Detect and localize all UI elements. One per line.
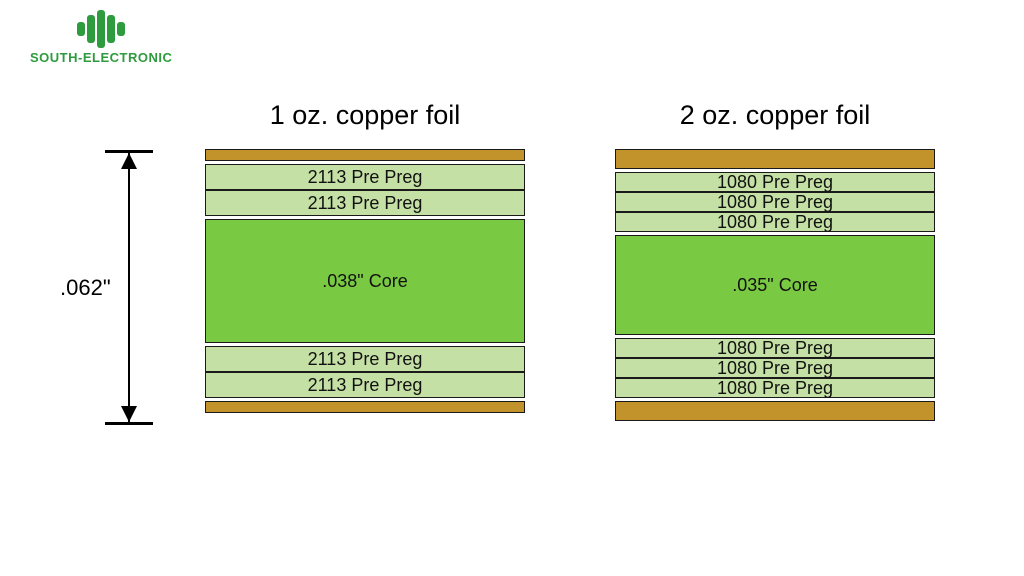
layer-stack: 1080 Pre Preg1080 Pre Preg1080 Pre Preg.… xyxy=(615,149,935,421)
prepreg-layer: 1080 Pre Preg xyxy=(615,212,935,232)
dimension-indicator: .062" xyxy=(60,150,190,425)
core-layer: .035" Core xyxy=(615,235,935,335)
copper-layer xyxy=(615,401,935,421)
core-layer: .038" Core xyxy=(205,219,525,343)
stack-column: 1 oz. copper foil2113 Pre Preg2113 Pre P… xyxy=(200,100,530,421)
prepreg-layer: 2113 Pre Preg xyxy=(205,190,525,216)
prepreg-layer: 2113 Pre Preg xyxy=(205,346,525,372)
copper-layer xyxy=(205,149,525,161)
layer-stack: 2113 Pre Preg2113 Pre Preg.038" Core2113… xyxy=(205,149,525,413)
prepreg-layer: 1080 Pre Preg xyxy=(615,172,935,192)
prepreg-layer: 2113 Pre Preg xyxy=(205,372,525,398)
prepreg-layer: 1080 Pre Preg xyxy=(615,338,935,358)
logo-mark xyxy=(30,10,172,48)
prepreg-layer: 1080 Pre Preg xyxy=(615,378,935,398)
prepreg-layer: 1080 Pre Preg xyxy=(615,192,935,212)
brand-name: SOUTH-ELECTRONIC xyxy=(30,50,172,65)
dimension-line xyxy=(119,150,139,425)
stack-column: 2 oz. copper foil1080 Pre Preg1080 Pre P… xyxy=(610,100,940,421)
stackup-diagrams: 1 oz. copper foil2113 Pre Preg2113 Pre P… xyxy=(200,100,940,421)
dimension-label: .062" xyxy=(60,275,111,301)
prepreg-layer: 2113 Pre Preg xyxy=(205,164,525,190)
brand-logo: SOUTH-ELECTRONIC xyxy=(30,10,172,65)
copper-layer xyxy=(615,149,935,169)
prepreg-layer: 1080 Pre Preg xyxy=(615,358,935,378)
stack-title: 2 oz. copper foil xyxy=(680,100,871,131)
stack-title: 1 oz. copper foil xyxy=(270,100,461,131)
copper-layer xyxy=(205,401,525,413)
